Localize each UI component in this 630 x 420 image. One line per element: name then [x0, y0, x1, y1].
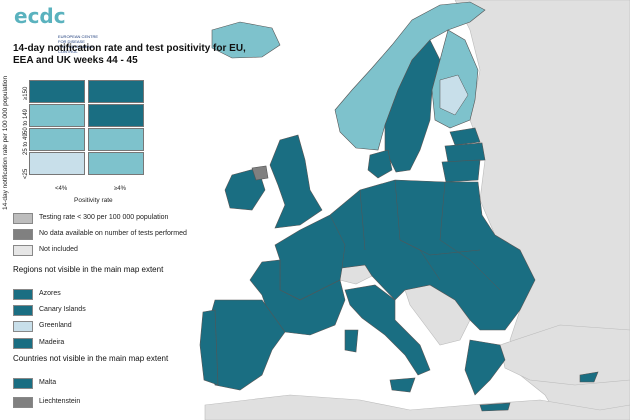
legend-swatch: [13, 378, 33, 389]
legend-swatch: [13, 321, 33, 332]
matrix-cell: [29, 80, 85, 103]
matrix-y-tick: 50 to 149: [23, 108, 29, 134]
norway: [334, 1, 486, 151]
legend-label: Liechtenstein: [39, 398, 81, 405]
matrix-x-tick: ≥4%: [114, 186, 126, 192]
italy: [344, 284, 431, 376]
matrix-x-tick: <4%: [55, 186, 68, 192]
matrix-cell: [29, 128, 85, 151]
lithuania: [441, 159, 481, 183]
matrix-y-tick: ≥150: [23, 86, 29, 100]
matrix-y-tick: <25: [23, 168, 29, 179]
portugal: [199, 309, 219, 386]
logo-text: ecdc: [14, 4, 66, 28]
finland-pale-region: [439, 74, 469, 116]
matrix-x-axis-title: Positivity rate: [74, 197, 113, 204]
estonia: [449, 127, 481, 146]
sicily: [389, 377, 416, 393]
crete: [479, 402, 511, 412]
denmark: [367, 149, 393, 179]
legend-label: Madeira: [39, 339, 65, 346]
matrix-cell: [29, 152, 85, 175]
latvia: [444, 142, 486, 163]
countries-heading: Countries not visible in the main map ex…: [13, 354, 169, 363]
north-africa: [204, 394, 630, 420]
legend-label: No data available on number of tests per…: [39, 230, 187, 237]
cyprus: [579, 371, 599, 383]
legend-swatch: [13, 305, 33, 316]
matrix-cell: [88, 152, 144, 175]
sweden: [384, 39, 441, 173]
legend-swatch: [13, 397, 33, 408]
legend-label: Greenland: [39, 322, 72, 329]
logo-subtext: EUROPEAN CENTRE FOR DISEASE PREVENTION A…: [58, 34, 99, 54]
matrix-cell: [88, 128, 144, 151]
internal-borders: [329, 179, 501, 291]
legend-label: Azores: [39, 290, 61, 297]
legend-label: Malta: [39, 379, 57, 386]
matrix-cell: [88, 104, 144, 127]
legend-label: Not included: [39, 246, 78, 253]
turkey: [499, 324, 630, 386]
matrix-y-tick: 25 to 49: [23, 133, 29, 155]
regions-heading: Regions not visible in the main map exte…: [13, 265, 164, 274]
matrix-cell: [88, 80, 144, 103]
ecdc-logo: ecdc EUROPEAN CENTRE FOR DISEASE PREVENT…: [6, 4, 98, 54]
northern-ireland: [251, 165, 269, 181]
legend-swatch: [13, 289, 33, 300]
united-kingdom: [269, 134, 323, 229]
sardinia: [344, 329, 359, 353]
legend-label: Canary Islands: [39, 306, 86, 313]
legend-swatch: [13, 245, 33, 256]
legend-swatch: [13, 338, 33, 349]
matrix-y-axis-title: 14-day notification rate per 100 000 pop…: [2, 75, 9, 210]
greece: [464, 339, 506, 396]
legend-label: Testing rate < 300 per 100 000 populatio…: [39, 214, 169, 221]
map-title: 14-day notification rate and test positi…: [13, 43, 246, 66]
legend-swatch: [13, 229, 33, 240]
legend-swatch: [13, 213, 33, 224]
matrix-cell: [29, 104, 85, 127]
iceland: [211, 21, 281, 59]
